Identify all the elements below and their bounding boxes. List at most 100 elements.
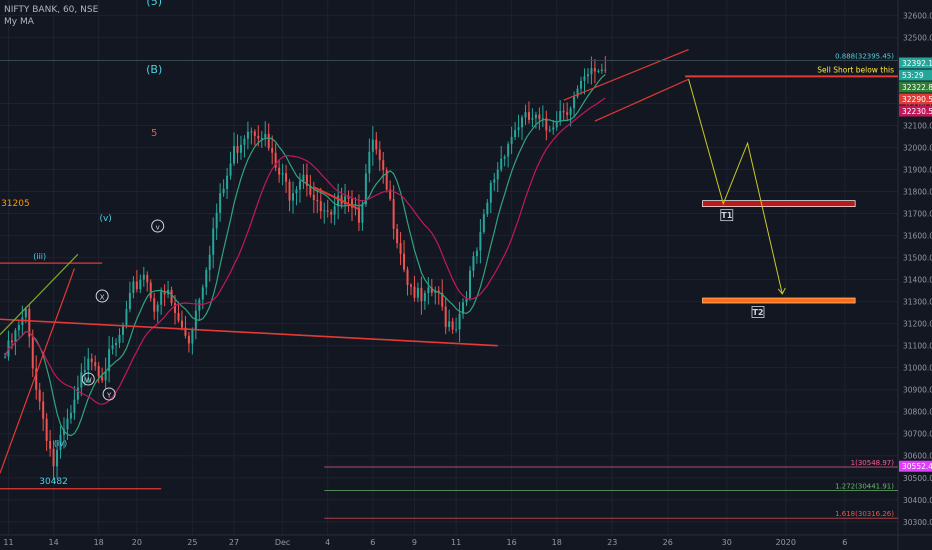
x-tick-label: 2020 bbox=[776, 538, 796, 547]
candle-body bbox=[62, 429, 65, 435]
wave-label: (iii) bbox=[33, 252, 46, 261]
candle-body bbox=[462, 302, 465, 314]
candle-body bbox=[541, 118, 544, 120]
candle-body bbox=[527, 112, 530, 120]
candle-body bbox=[378, 149, 381, 161]
candle-body bbox=[257, 135, 260, 139]
y-tick-label: 31500.00 bbox=[903, 254, 932, 263]
candle-body bbox=[59, 434, 62, 450]
wave-circle bbox=[81, 372, 95, 386]
y-tick-label: 30700.00 bbox=[903, 430, 932, 439]
candle-body bbox=[361, 204, 364, 223]
candle-body bbox=[267, 133, 270, 149]
candle-body bbox=[323, 210, 326, 212]
candle-body bbox=[451, 321, 454, 330]
candle-body bbox=[219, 193, 222, 213]
candle-body bbox=[375, 139, 378, 150]
candle-body bbox=[573, 96, 576, 109]
trend-line-support bbox=[0, 318, 498, 347]
candle-body bbox=[389, 189, 392, 200]
ma-fast-line bbox=[4, 74, 606, 437]
candle-body bbox=[97, 366, 100, 377]
x-tick-label: 18 bbox=[552, 538, 562, 547]
price-tag: 32290.50 bbox=[902, 95, 932, 104]
candle-body bbox=[510, 137, 513, 145]
y-tick-label: 31700.00 bbox=[903, 210, 932, 219]
y-tick-label: 31800.00 bbox=[903, 188, 932, 197]
candle-body bbox=[347, 196, 350, 199]
candle-body bbox=[170, 289, 173, 304]
candle-body bbox=[10, 340, 13, 343]
candle-body bbox=[396, 228, 399, 243]
wave-label: 5 bbox=[151, 128, 157, 139]
candle-body bbox=[586, 74, 589, 77]
candle-body bbox=[507, 144, 510, 157]
candle-body bbox=[514, 130, 517, 138]
candle-body bbox=[115, 342, 118, 346]
price-tag-bg bbox=[899, 69, 932, 81]
candle-body bbox=[42, 401, 45, 419]
candle-body bbox=[545, 118, 548, 131]
y-tick-label: 31400.00 bbox=[903, 276, 932, 285]
candle-body bbox=[500, 158, 503, 170]
candle-body bbox=[597, 71, 600, 73]
price-tag: 53:29 bbox=[902, 71, 924, 80]
y-tick-label: 31300.00 bbox=[903, 298, 932, 307]
candle-body bbox=[201, 287, 204, 300]
candle-body bbox=[566, 112, 569, 115]
price-tag-bg bbox=[899, 57, 932, 69]
candle-body bbox=[121, 324, 124, 335]
price-tag-bg bbox=[899, 81, 932, 93]
candle-body bbox=[174, 303, 177, 313]
target-label: T1 bbox=[721, 211, 732, 220]
x-tick-label: 14 bbox=[48, 538, 58, 547]
candle-body bbox=[420, 287, 423, 302]
sell-short-label: Sell Short below this bbox=[817, 65, 894, 74]
candle-body bbox=[45, 418, 48, 441]
candle-body bbox=[14, 330, 17, 343]
x-axis: 11 14 18 20 25 27 Dec 4 6 9 11 16 18 23 26 30 2020 6 bbox=[3, 538, 847, 547]
candle-body bbox=[90, 358, 93, 363]
x-tick-label: Dec bbox=[275, 538, 290, 547]
candle-body bbox=[465, 298, 468, 303]
x-tick-label: 27 bbox=[229, 538, 239, 547]
candle-body bbox=[49, 440, 52, 449]
x-tick-label: 6 bbox=[842, 538, 847, 547]
candle-body bbox=[264, 133, 267, 138]
candle-body bbox=[236, 145, 239, 153]
candle-body bbox=[302, 174, 305, 182]
candle-body bbox=[534, 114, 537, 119]
candle-body bbox=[521, 117, 524, 128]
wave-circle bbox=[102, 387, 116, 401]
y-tick-label: 31900.00 bbox=[903, 166, 932, 175]
price-tag-bg bbox=[899, 105, 932, 117]
candle-body bbox=[337, 195, 340, 207]
chart-title: NIFTY BANK, 60, NSE bbox=[4, 5, 99, 15]
candle-body bbox=[208, 254, 211, 270]
y-tick-label: 30500.00 bbox=[903, 474, 932, 483]
candle-body bbox=[132, 281, 135, 294]
candle-body bbox=[319, 201, 322, 212]
candle-body bbox=[243, 138, 246, 145]
fib-level-label: 1.618(30316.26) bbox=[835, 510, 894, 518]
wave-circle bbox=[151, 219, 165, 233]
x-tick-label: 6 bbox=[370, 538, 375, 547]
candle-body bbox=[475, 250, 478, 257]
candle-body bbox=[142, 274, 145, 280]
y-tick-label: 30400.00 bbox=[903, 496, 932, 505]
wave-label: Y bbox=[106, 392, 112, 400]
candle-body bbox=[205, 269, 208, 288]
price-tag: 32230.51 bbox=[902, 107, 932, 116]
candle-body bbox=[312, 194, 315, 200]
candle-body bbox=[552, 127, 555, 130]
candle-body bbox=[271, 148, 274, 153]
price-tag-bg bbox=[899, 460, 932, 472]
y-tick-label: 30800.00 bbox=[903, 408, 932, 417]
candle-body bbox=[403, 253, 406, 270]
candle-body bbox=[444, 306, 447, 328]
candle-body bbox=[496, 169, 499, 180]
x-tick-label: 20 bbox=[132, 538, 142, 547]
candle-body bbox=[305, 174, 308, 186]
